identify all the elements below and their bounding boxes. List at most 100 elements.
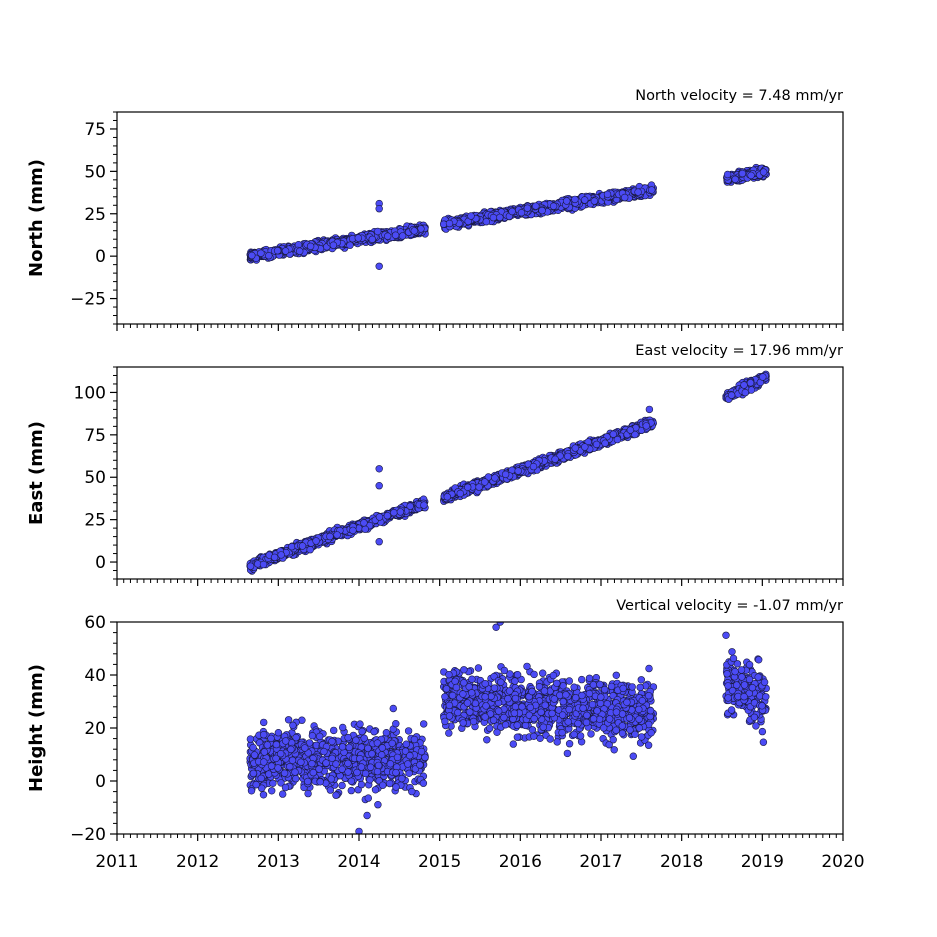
data-point: [609, 430, 617, 438]
data-point: [277, 551, 285, 559]
data-point: [514, 467, 522, 475]
outlier-point: [375, 537, 383, 546]
data-point: [257, 249, 265, 257]
data-point: [603, 190, 612, 199]
data-point: [475, 483, 483, 491]
data-point: [581, 443, 589, 451]
data-point: [420, 720, 428, 728]
y-tick-label: 0: [95, 247, 106, 267]
data-point: [354, 785, 362, 794]
data-point: [467, 212, 475, 220]
velocity-title: East velocity = 17.96 mm/yr: [635, 343, 843, 359]
data-point: [601, 439, 609, 447]
data-point: [296, 247, 304, 255]
data-points: [246, 370, 770, 575]
data-point: [273, 247, 282, 255]
data-point: [306, 545, 314, 554]
data-point: [259, 560, 268, 569]
data-point: [374, 227, 382, 236]
y-axis-label: North (mm): [26, 159, 47, 277]
data-point: [354, 234, 362, 242]
outlier-point: [375, 262, 383, 270]
data-point: [420, 501, 428, 509]
data-point: [551, 455, 559, 463]
data-point: [456, 489, 464, 498]
data-point: [390, 509, 398, 517]
data-point: [259, 791, 268, 799]
data-point: [374, 800, 382, 809]
data-point: [482, 218, 490, 226]
data-point: [304, 789, 312, 798]
outlier-point: [375, 482, 383, 490]
data-point: [738, 169, 747, 178]
data-point: [496, 213, 504, 222]
y-tick-label: 75: [84, 120, 106, 140]
data-point: [571, 444, 579, 452]
data-point: [279, 790, 287, 798]
data-point: [481, 478, 489, 486]
y-tick-label: 0: [95, 553, 106, 573]
data-point: [532, 202, 540, 210]
data-point: [759, 373, 767, 381]
data-point: [346, 241, 354, 249]
data-point: [391, 231, 400, 239]
data-point: [349, 526, 357, 535]
data-point: [747, 171, 755, 180]
data-point: [571, 195, 579, 204]
data-point: [383, 511, 392, 520]
data-point: [741, 388, 749, 397]
y-tick-label: 25: [84, 205, 106, 225]
data-point: [464, 483, 472, 491]
data-point: [384, 232, 392, 240]
y-tick-label: 25: [84, 511, 106, 531]
data-point: [590, 197, 599, 205]
data-point: [631, 430, 639, 439]
y-tick-label: −25: [70, 290, 106, 310]
data-point: [613, 435, 622, 444]
data-point: [491, 474, 499, 482]
y-tick-label: 75: [84, 426, 106, 446]
data-point: [312, 537, 320, 545]
data-point: [338, 781, 346, 790]
data-point: [406, 502, 414, 510]
data-point: [306, 242, 315, 251]
data-point: [759, 168, 768, 176]
data-point: [265, 252, 273, 260]
data-point: [288, 542, 296, 551]
data-point: [562, 197, 571, 205]
data-point: [398, 232, 407, 240]
data-point: [375, 513, 384, 521]
data-point: [284, 716, 293, 724]
data-points: [246, 622, 770, 834]
data-point: [538, 206, 546, 215]
y-tick-label: 100: [74, 383, 106, 403]
data-point: [517, 209, 526, 217]
data-point: [360, 519, 368, 527]
data-point: [281, 247, 290, 255]
data-point: [361, 525, 369, 533]
y-tick-label: 50: [84, 162, 106, 182]
data-point: [549, 202, 558, 210]
data-point: [489, 213, 498, 222]
data-point: [326, 532, 334, 541]
data-point: [508, 207, 516, 216]
data-point: [740, 381, 748, 389]
data-point: [396, 508, 405, 516]
data-point: [727, 391, 736, 399]
y-tick-label: 50: [84, 468, 106, 488]
data-point: [592, 440, 601, 449]
data-point: [626, 426, 635, 434]
data-point: [248, 251, 256, 260]
data-point: [368, 235, 376, 244]
data-point: [746, 379, 755, 387]
data-point: [563, 452, 572, 461]
data-point: [580, 196, 589, 204]
data-point: [523, 204, 532, 212]
data-point: [529, 462, 538, 471]
data-point: [410, 227, 418, 235]
outlier-point: [645, 405, 654, 414]
